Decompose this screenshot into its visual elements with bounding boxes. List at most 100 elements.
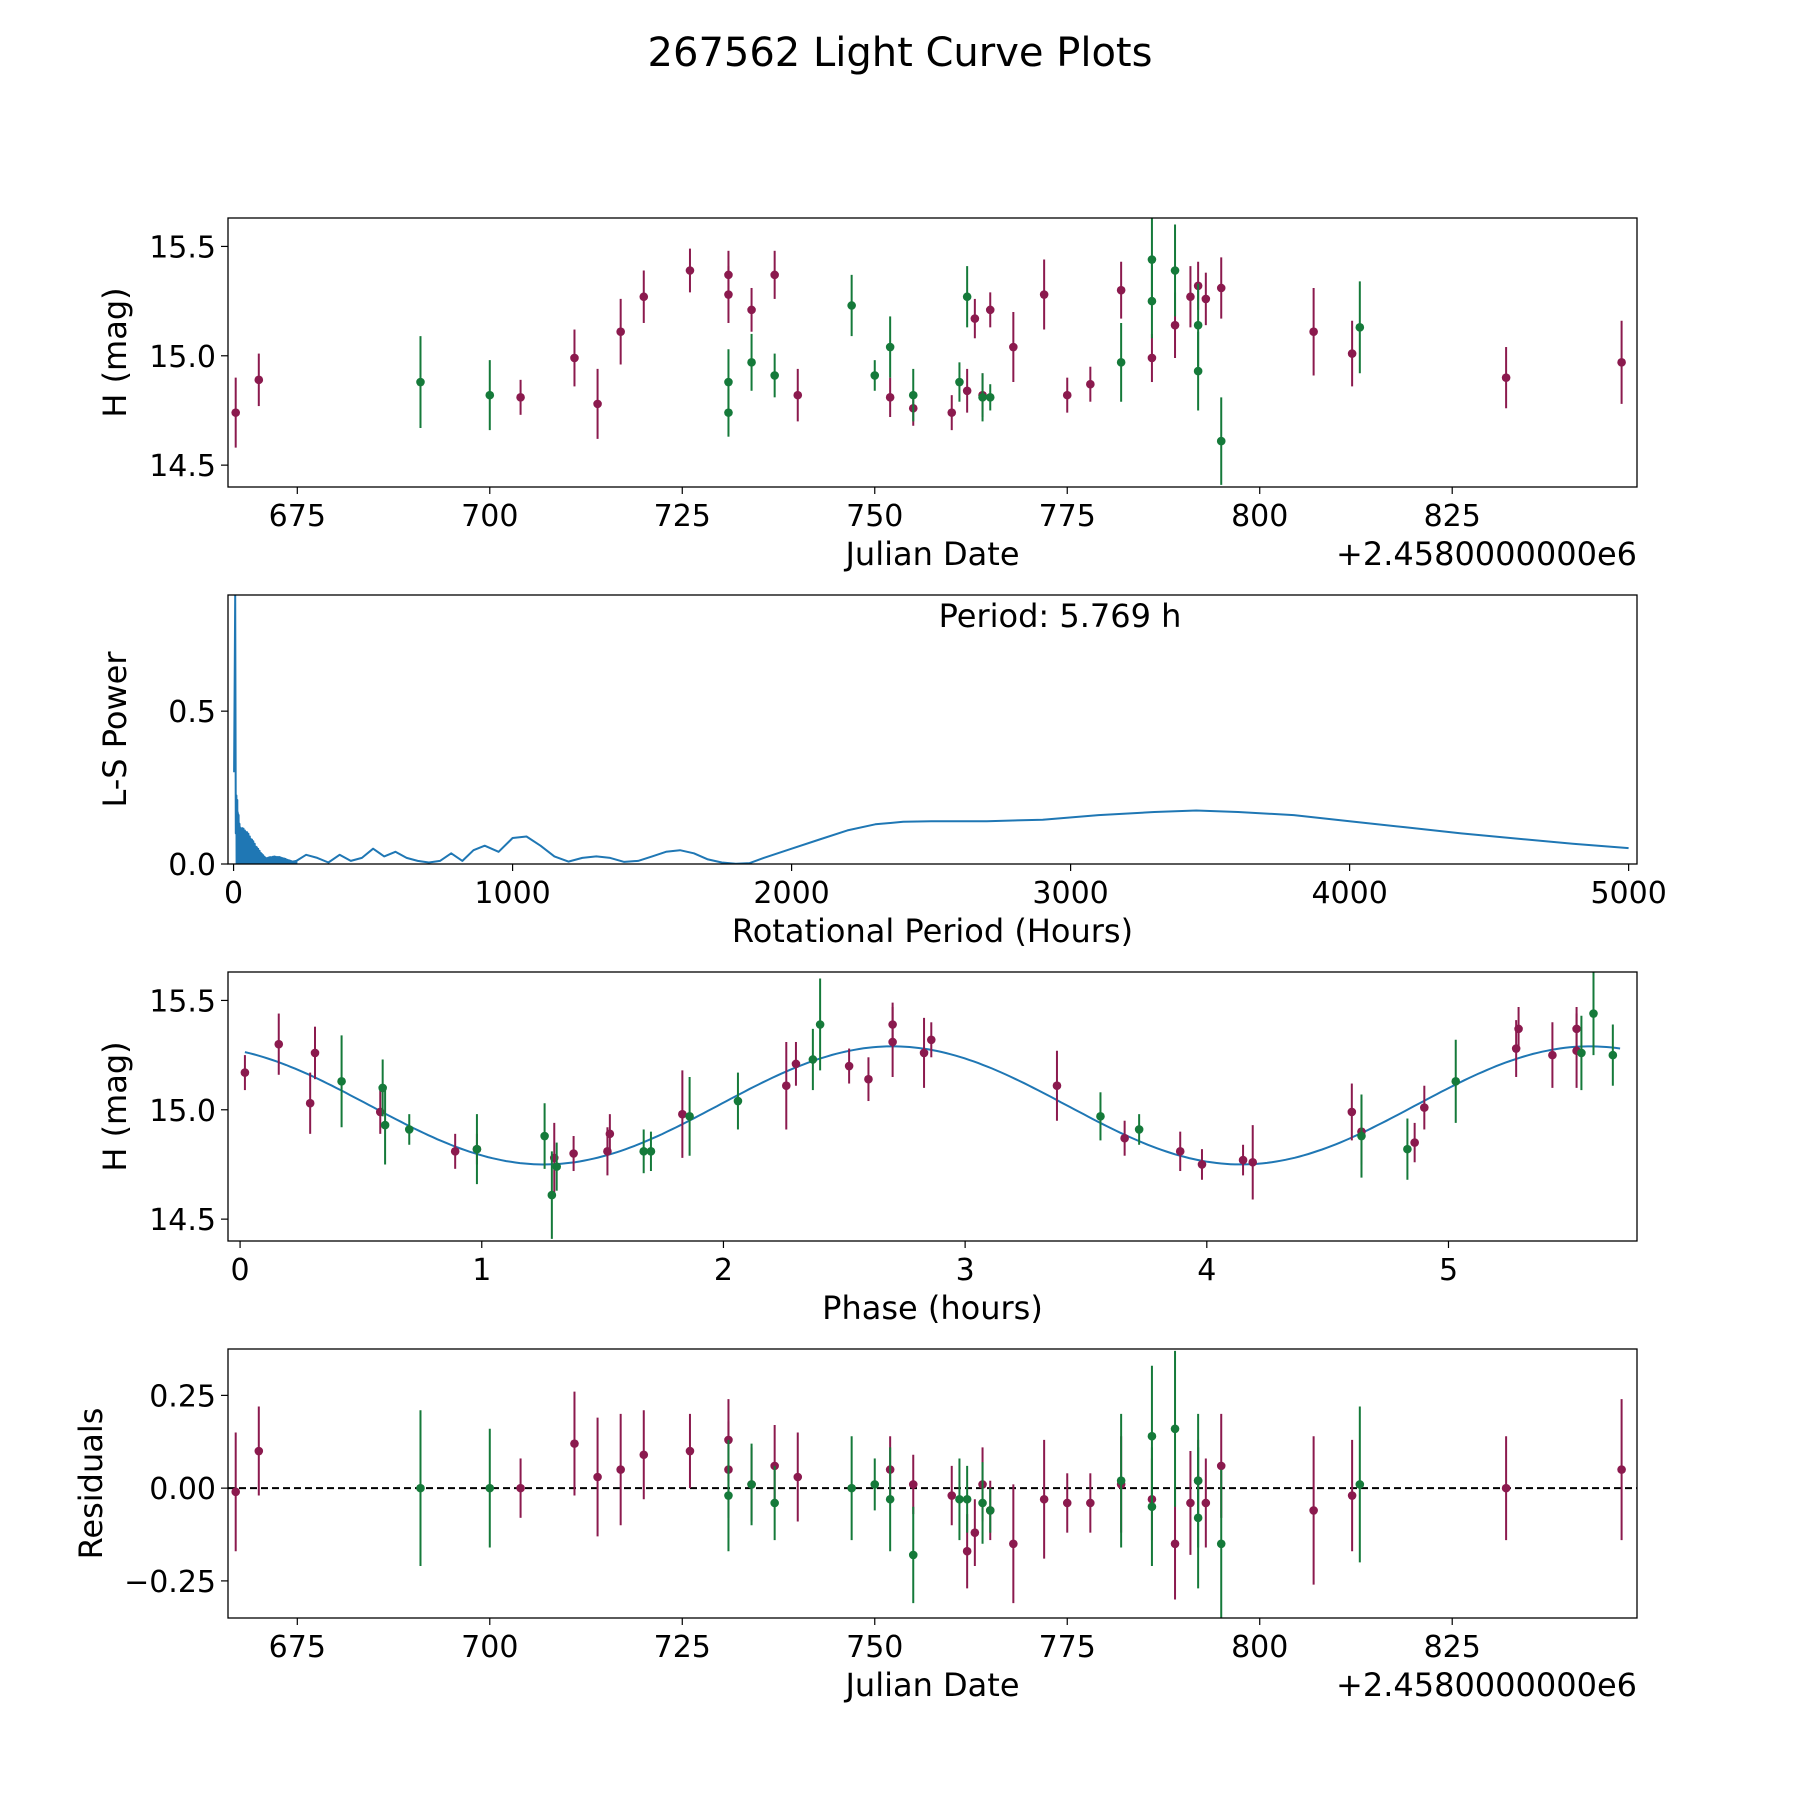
- series-g-band: [337, 972, 1618, 1239]
- data-point: [1147, 1502, 1157, 1511]
- x-tick-label: 0: [224, 876, 243, 911]
- data-point: [1548, 1050, 1557, 1060]
- x-tick-label: 700: [461, 499, 518, 534]
- x-tick-label: 725: [654, 499, 711, 534]
- data-point: [380, 1120, 390, 1130]
- x-tick-label: 1: [472, 1253, 491, 1288]
- data-point: [678, 1109, 687, 1119]
- x-tick-label: 775: [1039, 1630, 1096, 1665]
- data-point: [1451, 1077, 1461, 1086]
- data-point: [569, 1149, 578, 1158]
- y-tick-label: 14.5: [149, 1203, 216, 1238]
- data-point: [1096, 1112, 1105, 1121]
- data-point: [1617, 1465, 1626, 1474]
- data-point: [724, 1491, 733, 1500]
- data-point: [540, 1131, 549, 1141]
- data-point: [593, 1472, 602, 1482]
- data-point: [888, 1037, 897, 1047]
- data-point: [1355, 1480, 1365, 1489]
- data-point: [1216, 1461, 1226, 1471]
- data-point: [1062, 390, 1072, 400]
- data-point: [962, 386, 972, 396]
- data-point: [1116, 1476, 1126, 1486]
- x-tick-label: 2: [714, 1253, 733, 1288]
- x-tick-label: 750: [846, 1630, 903, 1665]
- data-point: [1193, 366, 1203, 376]
- data-point: [1248, 1157, 1258, 1167]
- model-fit-curve: [244, 1045, 1621, 1166]
- data-point: [1147, 353, 1157, 363]
- data-point: [770, 1498, 779, 1508]
- data-point: [747, 358, 756, 367]
- data-point: [885, 393, 895, 402]
- data-point: [985, 1506, 995, 1515]
- data-point: [1197, 1160, 1207, 1169]
- y-tick-label: 0.5: [168, 695, 216, 730]
- data-point: [962, 1494, 972, 1504]
- x-tick-label: 750: [846, 499, 903, 534]
- data-point: [1309, 327, 1318, 337]
- phasecurve-plot-area: [240, 972, 1621, 1239]
- data-point: [1175, 1147, 1185, 1156]
- data-point: [1572, 1024, 1581, 1034]
- data-point: [1147, 296, 1157, 306]
- data-point: [1134, 1125, 1144, 1134]
- data-point: [1347, 1107, 1357, 1117]
- data-point: [337, 1077, 346, 1086]
- data-point: [1309, 1506, 1318, 1515]
- axes-frame: [227, 217, 1638, 488]
- data-point: [1501, 1483, 1511, 1493]
- lightcurve-plot-area: [231, 218, 1626, 485]
- data-point: [1216, 1539, 1226, 1549]
- data-point: [1062, 1498, 1072, 1508]
- data-point: [685, 1446, 695, 1456]
- data-point: [1039, 290, 1049, 299]
- data-point: [724, 408, 733, 417]
- data-point: [1201, 1498, 1211, 1508]
- data-point: [978, 1498, 987, 1508]
- x-tick-label: 675: [269, 1630, 326, 1665]
- data-point: [1608, 1050, 1618, 1060]
- x-tick-label: 4000: [1311, 876, 1387, 911]
- data-point: [1355, 323, 1365, 332]
- data-point: [1009, 342, 1018, 352]
- data-point: [908, 1480, 918, 1489]
- data-point: [305, 1098, 315, 1108]
- data-point: [908, 1550, 918, 1560]
- data-point: [472, 1144, 482, 1154]
- data-point: [955, 377, 964, 387]
- data-point: [485, 390, 495, 400]
- periodogram-line: [233, 595, 1629, 864]
- data-point: [1170, 320, 1180, 330]
- data-point: [1009, 1539, 1018, 1549]
- y-tick-label: 15.5: [149, 230, 216, 265]
- data-point: [724, 270, 733, 280]
- data-point: [1347, 1491, 1357, 1500]
- data-point: [1577, 1048, 1586, 1058]
- x-tick-label: 725: [654, 1630, 711, 1665]
- data-point: [962, 292, 972, 302]
- data-point: [1357, 1131, 1366, 1141]
- data-point: [646, 1147, 656, 1156]
- data-point: [516, 1483, 525, 1493]
- data-point: [1170, 1424, 1180, 1434]
- data-point: [781, 1081, 791, 1091]
- data-point: [1201, 294, 1211, 304]
- data-point: [1186, 1498, 1195, 1508]
- y-tick-label: 14.5: [149, 449, 216, 484]
- data-point: [1147, 1431, 1157, 1441]
- data-point: [1116, 285, 1126, 295]
- data-point: [1193, 1476, 1203, 1486]
- data-point: [770, 371, 779, 380]
- data-point: [770, 270, 779, 280]
- data-point: [978, 393, 987, 402]
- x-tick-label: 825: [1424, 1630, 1481, 1665]
- x-axis-label: Julian Date: [843, 1666, 1019, 1704]
- data-point: [254, 1446, 264, 1456]
- x-tick-label: 700: [461, 1630, 518, 1665]
- data-point: [485, 1483, 495, 1493]
- x-axis-label: Phase (hours): [822, 1289, 1043, 1327]
- data-point: [616, 1465, 625, 1474]
- x-axis-label: Julian Date: [843, 535, 1019, 573]
- data-point: [747, 305, 756, 315]
